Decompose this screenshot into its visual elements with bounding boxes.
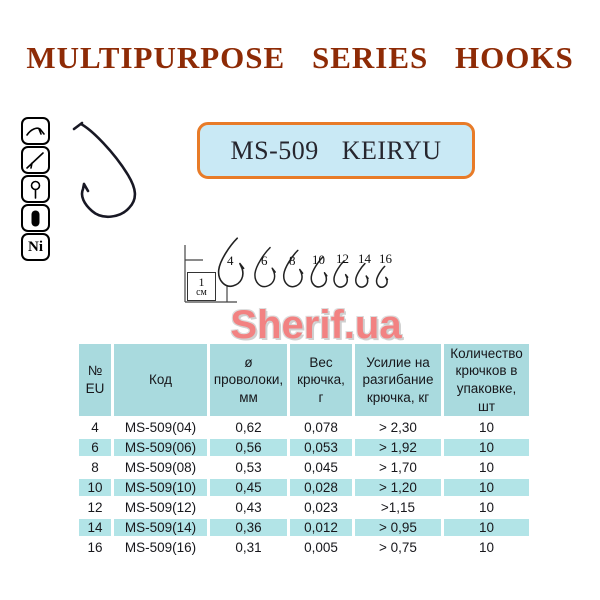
- nickel-finish-icon: Ni: [21, 233, 50, 261]
- column-header-strength: Усилие на разгибание крючка, кг: [355, 344, 441, 416]
- table-row: 6 MS-509(06) 0,56 0,053 > 1,92 10: [79, 439, 529, 456]
- table-row: 12 MS-509(12) 0,43 0,023 >1,15 10: [79, 499, 529, 516]
- cell-wire: 0,36: [210, 519, 287, 536]
- cell-strength: >1,15: [355, 499, 441, 516]
- cell-code: MS-509(16): [114, 539, 207, 556]
- hook-size-10: [310, 256, 328, 288]
- cell-qty: 10: [444, 459, 529, 476]
- size-chart-drawing: [184, 237, 389, 303]
- cell-wire: 0,53: [210, 459, 287, 476]
- cell-eu: 6: [79, 439, 111, 456]
- scale-reference-box: 1 см: [187, 272, 216, 301]
- cell-weight: 0,045: [290, 459, 352, 476]
- size-label-10: 10: [312, 252, 325, 267]
- cell-wire: 0,62: [210, 419, 287, 436]
- cell-strength: > 1,92: [355, 439, 441, 456]
- scale-unit: см: [196, 286, 207, 298]
- cell-strength: > 0,95: [355, 519, 441, 536]
- cell-eu: 12: [79, 499, 111, 516]
- size-label-14: 14: [358, 251, 371, 266]
- cell-wire: 0,43: [210, 499, 287, 516]
- cell-strength: > 1,70: [355, 459, 441, 476]
- cell-wire: 0,56: [210, 439, 287, 456]
- hook-size-4: [217, 237, 245, 288]
- model-label: MS-509 KEIRYU: [230, 135, 442, 165]
- size-label-4: 4: [227, 253, 234, 268]
- cell-code: MS-509(10): [114, 479, 207, 496]
- cell-code: MS-509(04): [114, 419, 207, 436]
- cell-strength: > 2,30: [355, 419, 441, 436]
- hook-size-16: [375, 265, 389, 288]
- table-row: 8 MS-509(08) 0,53 0,045 > 1,70 10: [79, 459, 529, 476]
- cell-qty: 10: [444, 519, 529, 536]
- forged-oval-icon: [21, 204, 50, 232]
- watermark: Sherif.ua: [230, 303, 402, 347]
- cell-qty: 10: [444, 419, 529, 436]
- size-label-6: 6: [261, 253, 268, 268]
- cell-wire: 0,45: [210, 479, 287, 496]
- hook-size-8: [283, 249, 304, 288]
- spec-table: № EU Код ø проволоки, мм Вес крючка, г У…: [76, 341, 532, 559]
- cell-qty: 10: [444, 479, 529, 496]
- table-row: 10 MS-509(10) 0,45 0,028 > 1,20 10: [79, 479, 529, 496]
- cell-strength: > 1,20: [355, 479, 441, 496]
- cell-weight: 0,023: [290, 499, 352, 516]
- cell-weight: 0,028: [290, 479, 352, 496]
- cell-eu: 10: [79, 479, 111, 496]
- table-row: 16 MS-509(16) 0,31 0,005 > 0,75 10: [79, 539, 529, 556]
- column-header-qty: Количество крючков в упаковке, шт: [444, 344, 529, 416]
- cell-strength: > 0,75: [355, 539, 441, 556]
- page-title: MULTIPURPOSE SERIES HOOKS: [26, 40, 574, 75]
- hook-row: [217, 237, 389, 288]
- hook-size-12: [333, 259, 349, 288]
- size-label-12: 12: [336, 251, 349, 266]
- feature-icon-column: Ni: [21, 117, 51, 262]
- hook-illustration: [72, 121, 137, 218]
- table-row: 14 MS-509(14) 0,36 0,012 > 0,95 10: [79, 519, 529, 536]
- cell-code: MS-509(14): [114, 519, 207, 536]
- cell-weight: 0,012: [290, 519, 352, 536]
- column-header-code: Код: [114, 344, 207, 416]
- hook-size-14: [355, 262, 369, 288]
- scale-value: 1: [198, 274, 205, 289]
- barbed-shank-icon: [21, 146, 50, 174]
- spec-table-body: 4 MS-509(04) 0,62 0,078 > 2,30 10 6 MS-5…: [79, 419, 529, 556]
- cell-qty: 10: [444, 439, 529, 456]
- column-header-weight: Вес крючка, г: [290, 344, 352, 416]
- header-row: № EU Код ø проволоки, мм Вес крючка, г У…: [79, 344, 529, 416]
- model-label-box: MS-509 KEIRYU: [197, 122, 475, 179]
- cell-code: MS-509(08): [114, 459, 207, 476]
- cell-eu: 8: [79, 459, 111, 476]
- spec-table-header: № EU Код ø проволоки, мм Вес крючка, г У…: [79, 344, 529, 416]
- column-header-wire: ø проволоки, мм: [210, 344, 287, 416]
- cell-wire: 0,31: [210, 539, 287, 556]
- nickel-label: Ni: [28, 238, 43, 255]
- column-header-eu: № EU: [79, 344, 111, 416]
- size-label-16: 16: [379, 251, 392, 266]
- cell-qty: 10: [444, 539, 529, 556]
- ring-eye-icon: [21, 175, 50, 203]
- cell-qty: 10: [444, 499, 529, 516]
- cell-code: MS-509(12): [114, 499, 207, 516]
- cell-eu: 14: [79, 519, 111, 536]
- cell-weight: 0,078: [290, 419, 352, 436]
- table-row: 4 MS-509(04) 0,62 0,078 > 2,30 10: [79, 419, 529, 436]
- cell-weight: 0,005: [290, 539, 352, 556]
- curved-point-icon: [21, 117, 50, 145]
- cell-eu: 4: [79, 419, 111, 436]
- hook-size-6: [254, 246, 276, 288]
- cell-code: MS-509(06): [114, 439, 207, 456]
- ruler-lines: [184, 245, 237, 303]
- cell-eu: 16: [79, 539, 111, 556]
- size-label-8: 8: [289, 253, 296, 268]
- cell-weight: 0,053: [290, 439, 352, 456]
- size-chart: 1 см 4 6 8 10 12 14 16: [165, 228, 435, 313]
